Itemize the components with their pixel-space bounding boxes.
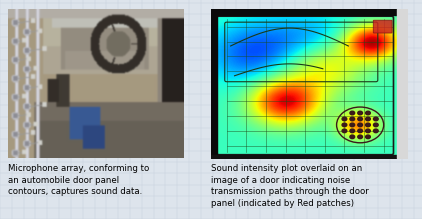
Circle shape [342,123,347,127]
Circle shape [373,117,378,121]
Circle shape [373,123,378,127]
Circle shape [373,129,378,133]
Circle shape [342,117,347,121]
Text: Sound intensity plot overlaid on an
image of a door indicating noise
transmissio: Sound intensity plot overlaid on an imag… [211,164,369,208]
Circle shape [358,123,362,127]
Circle shape [365,117,371,121]
FancyBboxPatch shape [373,20,392,33]
Circle shape [358,129,362,133]
Circle shape [358,135,362,139]
Circle shape [350,123,354,127]
Circle shape [350,135,354,139]
Circle shape [350,117,354,121]
Circle shape [365,129,371,133]
Circle shape [350,111,354,115]
Circle shape [365,111,371,115]
Text: Microphone array, conforming to
an automobile door panel
contours, captures soun: Microphone array, conforming to an autom… [8,164,149,196]
Circle shape [365,135,371,139]
Circle shape [342,129,347,133]
Circle shape [358,111,362,115]
Circle shape [350,129,354,133]
Circle shape [365,123,371,127]
Circle shape [358,117,362,121]
